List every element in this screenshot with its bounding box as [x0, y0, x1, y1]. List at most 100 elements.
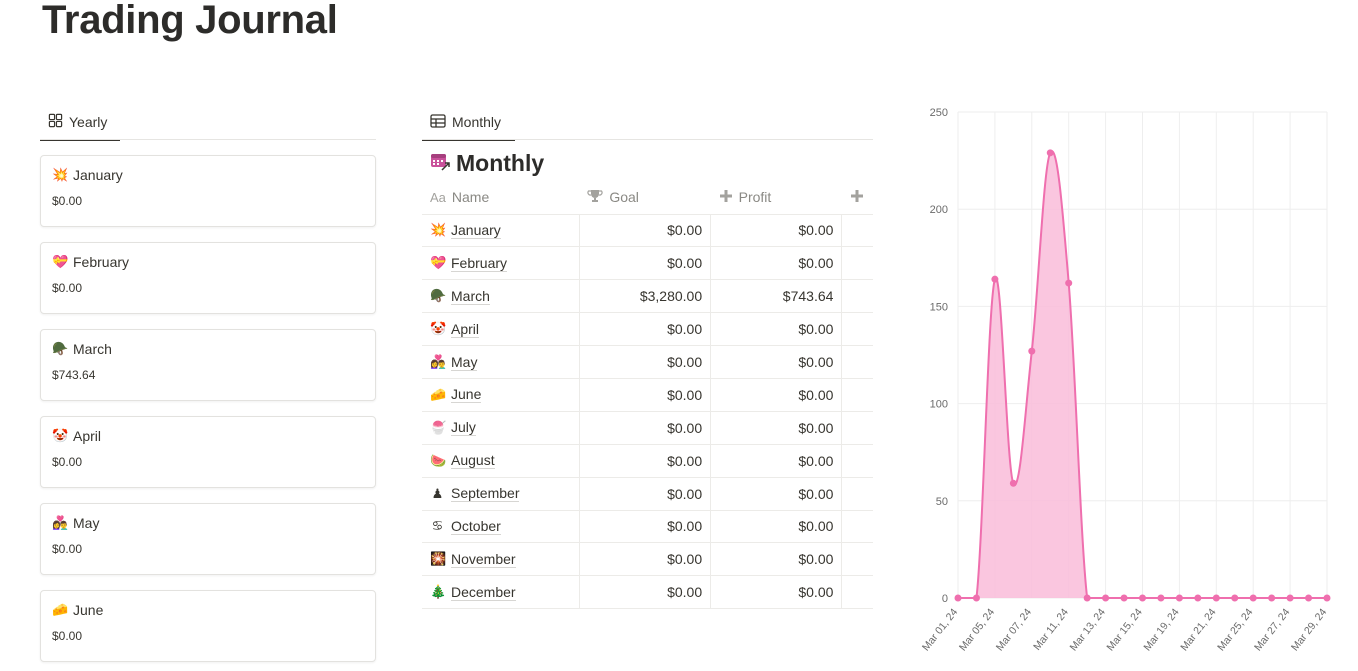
active-tab-underline: [422, 139, 515, 141]
data-point: [1102, 594, 1110, 602]
cell-profit[interactable]: $0.00: [710, 377, 842, 412]
cell-profit[interactable]: $0.00: [710, 509, 842, 543]
row-name-link[interactable]: July: [451, 419, 476, 437]
cell-empty[interactable]: [841, 377, 873, 412]
cell-profit[interactable]: $0.00: [710, 246, 842, 280]
row-name-link[interactable]: April: [451, 320, 480, 338]
gallery-card-april[interactable]: 🤡 April $0.00: [40, 416, 376, 488]
cell-profit[interactable]: $0.00: [710, 575, 842, 610]
cell-profit[interactable]: $0.00: [710, 410, 842, 445]
table-row[interactable]: ♟ September $0.00 $0.00: [422, 476, 873, 511]
cell-goal[interactable]: $0.00: [578, 410, 711, 445]
table-row[interactable]: 💥 January $0.00 $0.00: [422, 213, 873, 247]
cell-empty[interactable]: [841, 410, 873, 445]
cell-name[interactable]: 🎇 November: [422, 542, 580, 576]
x-tick-label: Mar 25, 24: [1215, 606, 1255, 653]
gallery-card-june[interactable]: 🧀 June $0.00: [40, 590, 376, 662]
plus-icon: [850, 189, 864, 206]
gallery-grid-icon: [48, 113, 63, 131]
cell-name[interactable]: 🪖 March: [422, 279, 580, 313]
cell-empty[interactable]: [841, 443, 873, 478]
column-header-goal[interactable]: Goal: [579, 181, 710, 214]
cell-goal[interactable]: $0.00: [578, 213, 711, 247]
cell-name[interactable]: 🍉 August: [422, 443, 580, 478]
add-property-button[interactable]: [842, 181, 873, 214]
gallery-card-january[interactable]: 💥 January $0.00: [40, 155, 376, 227]
cell-name[interactable]: 💥 January: [422, 213, 580, 247]
cell-profit[interactable]: $0.00: [710, 312, 842, 346]
cell-empty[interactable]: [841, 312, 873, 346]
cell-empty[interactable]: [841, 279, 873, 313]
cell-profit[interactable]: $743.64: [710, 279, 842, 313]
data-point: [1268, 594, 1276, 602]
table-row[interactable]: 🧀 June $0.00 $0.00: [422, 377, 873, 412]
table-row[interactable]: 🪖 March $3,280.00 $743.64: [422, 279, 873, 313]
column-header-profit[interactable]: Profit: [711, 181, 842, 214]
data-point: [1249, 594, 1257, 602]
table-row[interactable]: 👩‍❤️‍👨 May $0.00 $0.00: [422, 345, 873, 379]
row-name-link[interactable]: November: [451, 550, 516, 568]
data-point: [1009, 479, 1017, 487]
gallery-card-february[interactable]: 💝 February $0.00: [40, 242, 376, 314]
cell-goal[interactable]: $0.00: [578, 312, 711, 346]
tab-monthly[interactable]: Monthly: [422, 104, 515, 141]
tab-yearly[interactable]: Yearly: [40, 104, 120, 141]
cell-empty[interactable]: [841, 575, 873, 610]
cell-goal[interactable]: $0.00: [578, 542, 711, 576]
cell-goal[interactable]: $0.00: [578, 443, 711, 478]
row-name-link[interactable]: December: [451, 583, 516, 601]
cell-goal[interactable]: $0.00: [578, 345, 711, 379]
card-title: May: [73, 515, 100, 531]
row-name-link[interactable]: January: [451, 221, 501, 239]
data-point: [1083, 594, 1091, 602]
cell-empty[interactable]: [841, 509, 873, 543]
table-row[interactable]: 🤡 April $0.00 $0.00: [422, 312, 873, 346]
cell-name[interactable]: 🧀 June: [422, 377, 580, 412]
row-name-link[interactable]: February: [451, 254, 508, 272]
cell-goal[interactable]: $0.00: [578, 246, 711, 280]
table-row[interactable]: 🎄 December $0.00 $0.00: [422, 575, 873, 610]
data-point: [991, 275, 999, 283]
row-name-link[interactable]: October: [451, 517, 501, 535]
cell-goal[interactable]: $3,280.00: [578, 279, 711, 313]
table-row[interactable]: 🍧 July $0.00 $0.00: [422, 410, 873, 445]
gallery-card-march[interactable]: 🪖 March $743.64: [40, 329, 376, 401]
database-title[interactable]: Monthly: [430, 150, 544, 177]
table-header-row: Aa Name Goal Profit: [422, 181, 873, 214]
row-name-link[interactable]: May: [451, 353, 478, 371]
cell-goal[interactable]: $0.00: [578, 575, 711, 610]
cell-empty[interactable]: [841, 246, 873, 280]
cell-name[interactable]: ♋ October: [422, 509, 580, 543]
column-header-name[interactable]: Aa Name: [430, 189, 490, 206]
x-tick-label: Mar 07, 24: [994, 606, 1034, 653]
cell-profit[interactable]: $0.00: [710, 542, 842, 576]
cell-profit[interactable]: $0.00: [710, 213, 842, 247]
cell-goal[interactable]: $0.00: [578, 509, 711, 543]
data-point: [1046, 149, 1054, 157]
table-row[interactable]: ♋ October $0.00 $0.00: [422, 509, 873, 543]
table-row[interactable]: 🎇 November $0.00 $0.00: [422, 542, 873, 576]
table-row[interactable]: 💝 February $0.00 $0.00: [422, 246, 873, 280]
cell-name[interactable]: 🤡 April: [422, 312, 580, 346]
cell-goal[interactable]: $0.00: [578, 377, 711, 412]
cell-empty[interactable]: [841, 476, 873, 511]
cell-name[interactable]: 💝 February: [422, 246, 580, 280]
cell-name[interactable]: 🍧 July: [422, 410, 580, 445]
cell-goal[interactable]: $0.00: [578, 476, 711, 511]
cell-empty[interactable]: [841, 542, 873, 576]
gallery-card-may[interactable]: 👩‍❤️‍👨 May $0.00: [40, 503, 376, 575]
row-name-link[interactable]: June: [451, 386, 482, 404]
cell-profit[interactable]: $0.00: [710, 345, 842, 379]
cell-empty[interactable]: [841, 345, 873, 379]
cell-profit[interactable]: $0.00: [710, 443, 842, 478]
row-name-link[interactable]: March: [451, 287, 490, 305]
row-name-link[interactable]: August: [451, 452, 495, 470]
table-row[interactable]: 🍉 August $0.00 $0.00: [422, 443, 873, 478]
cell-name[interactable]: ♟ September: [422, 476, 580, 511]
cell-name[interactable]: 🎄 December: [422, 575, 580, 610]
row-name-link[interactable]: September: [451, 485, 520, 503]
cell-empty[interactable]: [841, 213, 873, 247]
cell-profit[interactable]: $0.00: [710, 476, 842, 511]
x-tick-label: Mar 15, 24: [1104, 606, 1144, 653]
cell-name[interactable]: 👩‍❤️‍👨 May: [422, 345, 580, 379]
